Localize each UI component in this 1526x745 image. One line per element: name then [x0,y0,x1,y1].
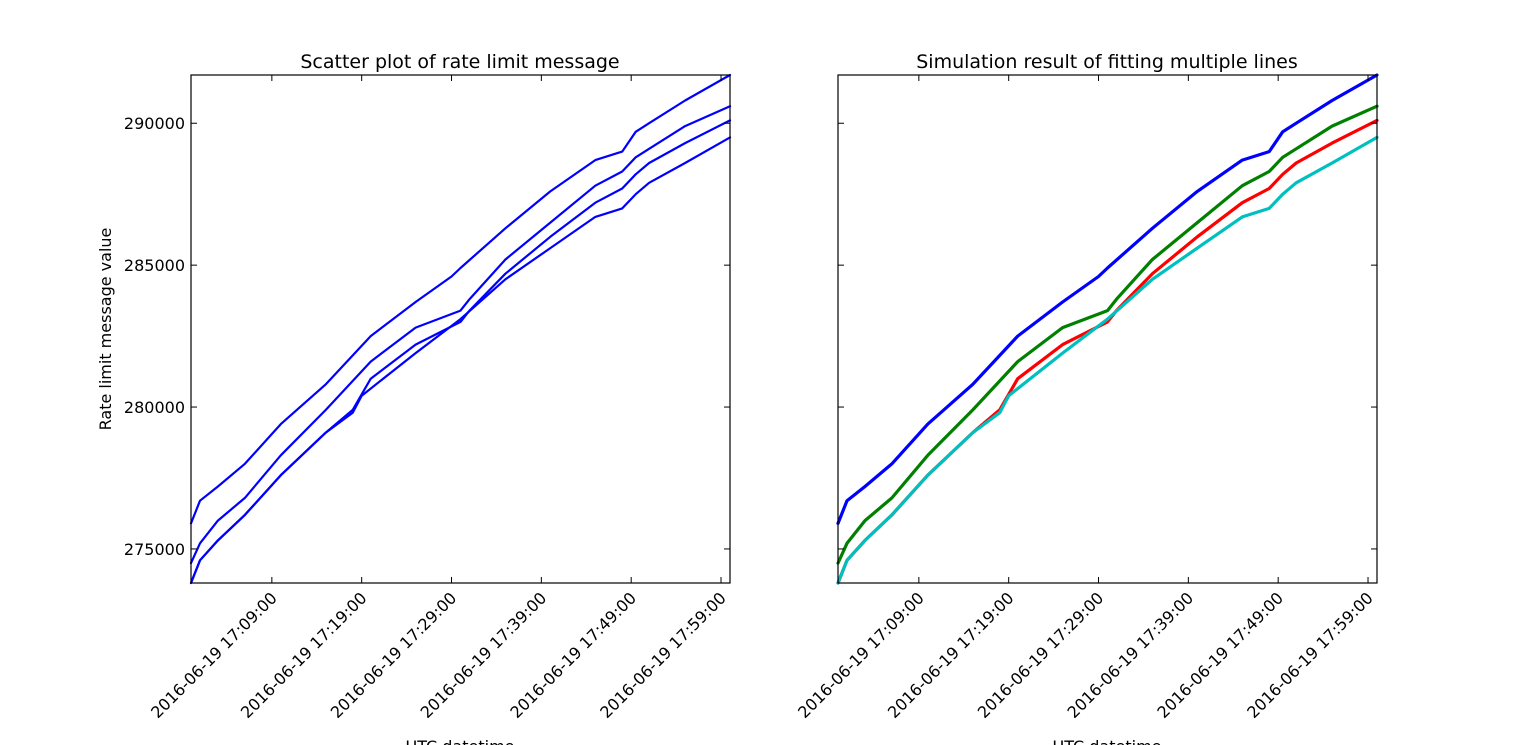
right-series-line-3 [836,118,1379,585]
right-series-line-1 [836,73,1379,526]
right-x-axis-label: UTC datetime [1052,737,1161,745]
left-series-line-3 [189,119,732,585]
right-series-line-4 [836,135,1379,585]
left-chart-title: Scatter plot of rate limit message [300,51,619,73]
left-y-tick-label: 285000 [124,256,185,275]
right-chart-panel: Simulation result of fitting multiple li… [794,51,1379,745]
right-chart-title: Simulation result of fitting multiple li… [916,51,1298,73]
left-chart-panel: Scatter plot of rate limit message UTC d… [96,51,732,745]
right-plot-frame [837,74,1378,584]
left-plot-frame [190,74,731,584]
right-series-layer [836,73,1379,585]
left-series-layer [189,73,732,585]
left-y-axis-label: Rate limit message value [96,228,115,431]
left-y-tick-label: 290000 [124,114,185,133]
left-x-axis-label: UTC datetime [405,737,514,745]
left-series-line-2 [189,105,732,565]
right-series-line-2 [836,104,1379,565]
left-y-tick-label: 280000 [124,398,185,417]
left-series-line-1 [189,73,732,525]
left-y-tick-label: 275000 [124,540,185,559]
left-series-line-4 [189,136,732,585]
